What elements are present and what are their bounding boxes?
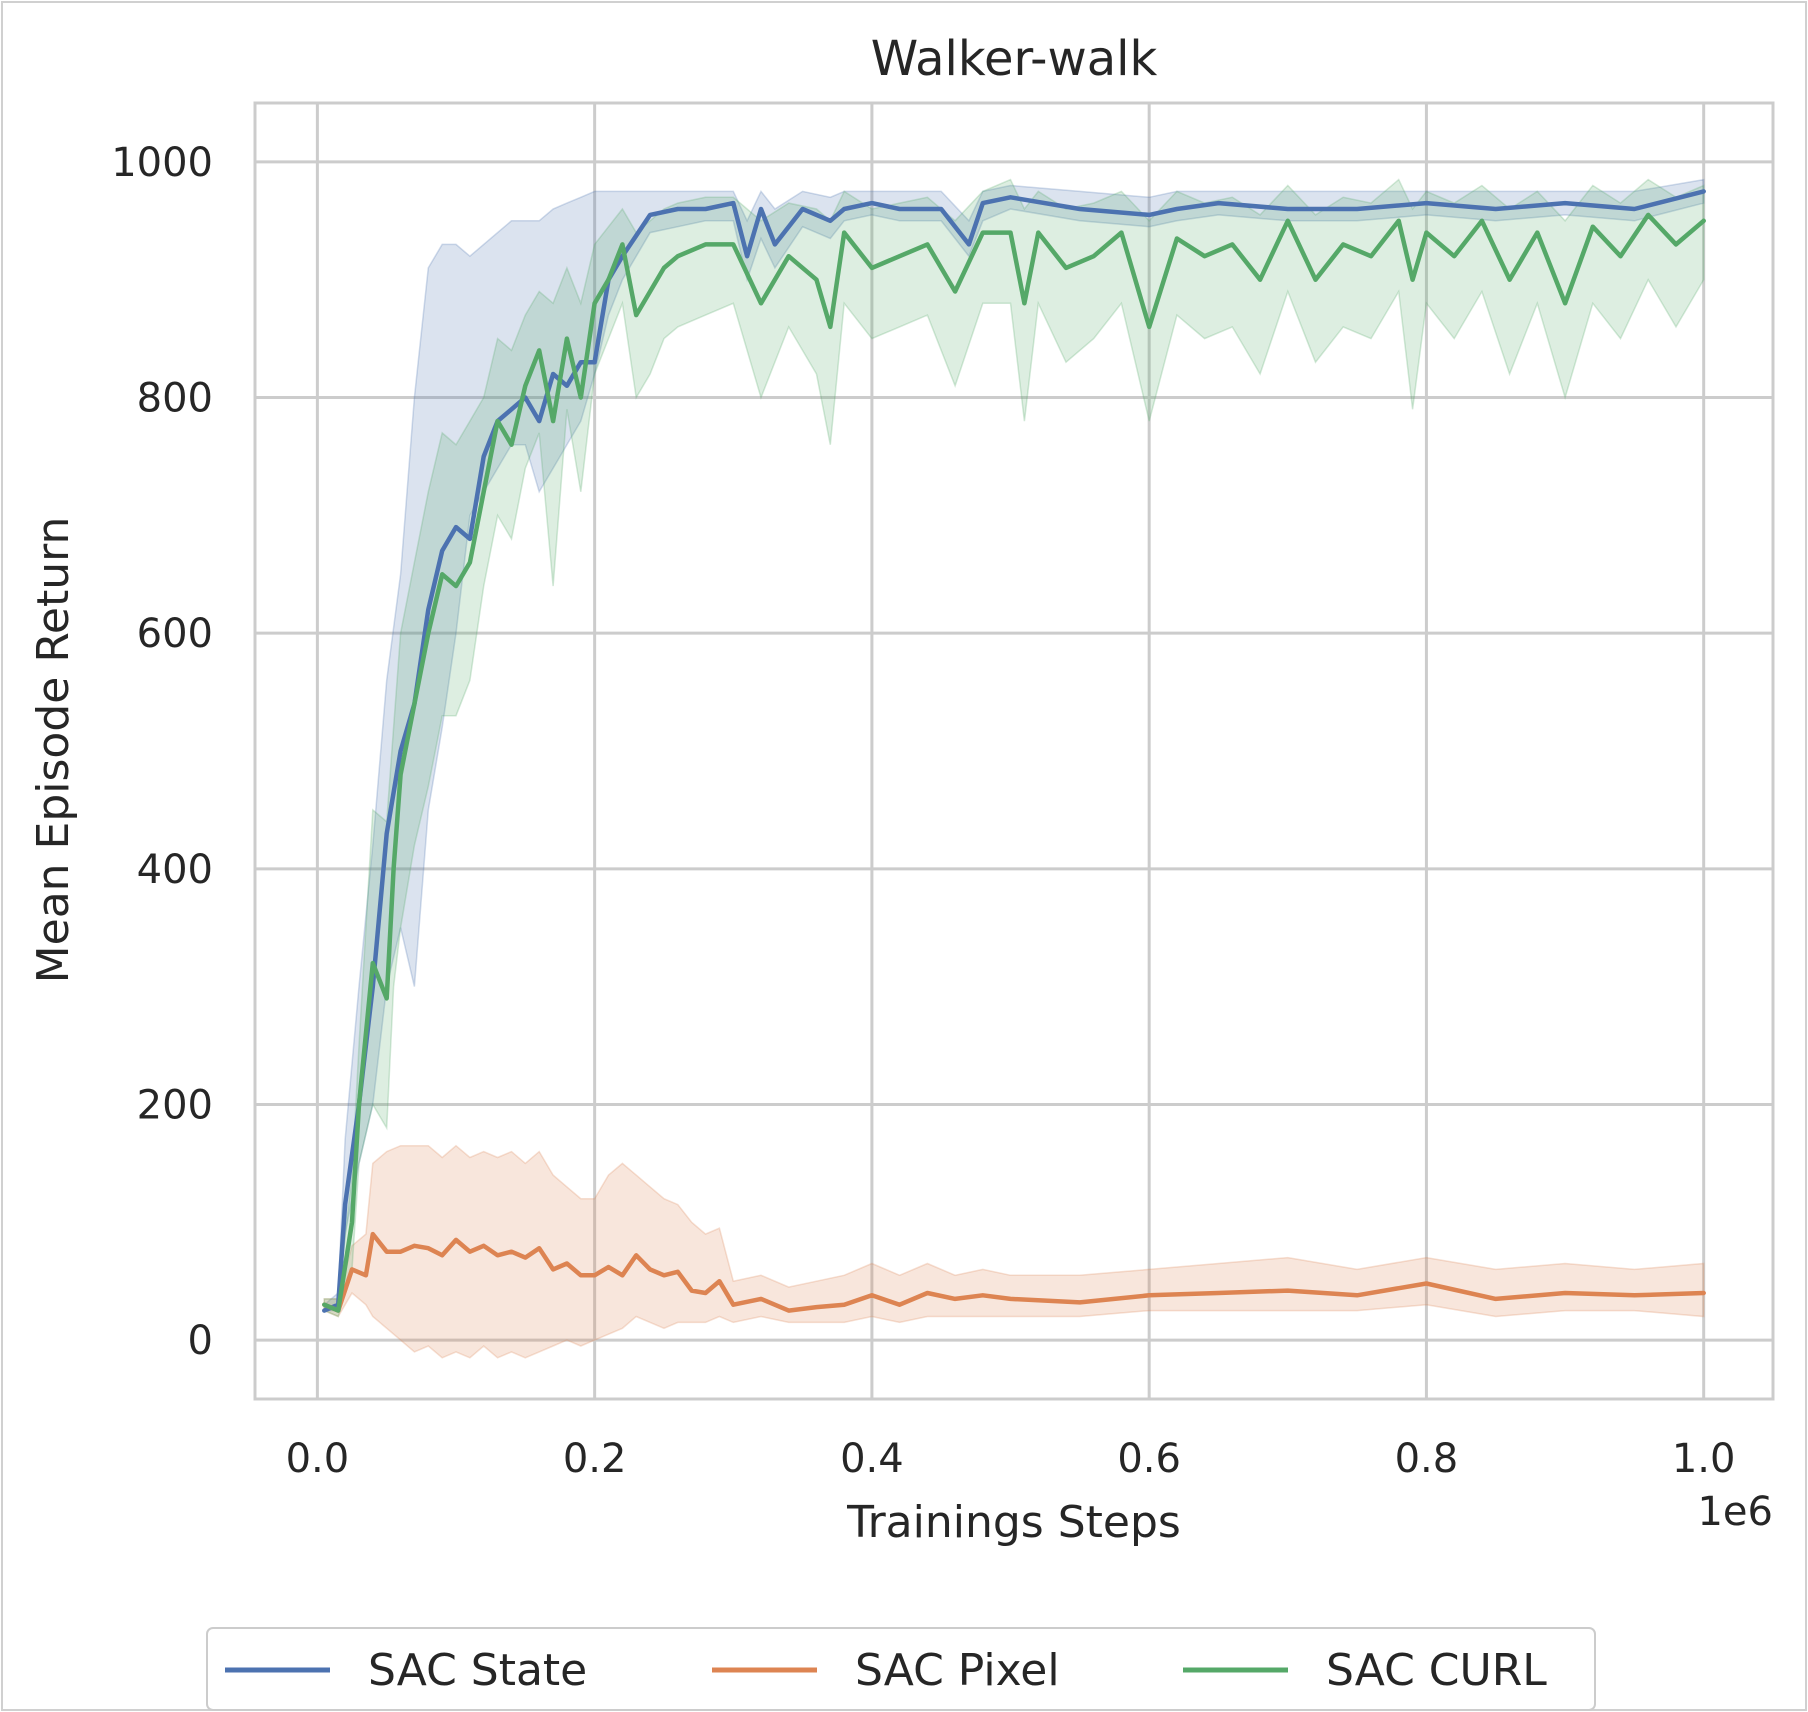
x-tick-label: 0.8: [1395, 1436, 1459, 1482]
x-tick-label: 0.4: [840, 1436, 904, 1482]
sac-state-line: [322, 189, 1706, 1313]
y-axis-label: Mean Episode Return: [28, 517, 79, 984]
x-tick-label: 0.0: [286, 1436, 350, 1482]
legend: SAC State SAC Pixel SAC CURL: [206, 1627, 1596, 1711]
y-tick-label: 400: [137, 847, 213, 893]
y-tick-label: 600: [137, 611, 213, 657]
plot-frame: [253, 101, 1775, 1401]
x-tick-label: 0.6: [1117, 1436, 1181, 1482]
y-tick-label: 0: [188, 1318, 213, 1364]
y-tick-label: 1000: [111, 140, 213, 186]
y-tick-label: 200: [137, 1082, 213, 1128]
x-axis-multiplier: 1e6: [1697, 1489, 1773, 1535]
legend-label-sac-curl: SAC CURL: [1326, 1645, 1547, 1696]
chart-title: Walker-walk: [871, 31, 1158, 87]
y-tick-labels: 0 200 400 600 800 1000: [111, 140, 213, 1364]
x-axis-label: Trainings Steps: [846, 1497, 1181, 1548]
legend-box: [206, 1627, 1596, 1711]
legend-label-sac-state: SAC State: [368, 1645, 587, 1696]
x-tick-label: 0.2: [563, 1436, 627, 1482]
sac-curl-line: [322, 212, 1706, 1313]
series-lines: [322, 189, 1706, 1313]
sac-pixel-line: [322, 1231, 1706, 1313]
confidence-bands: [323, 178, 1705, 1359]
legend-label-sac-pixel: SAC Pixel: [855, 1645, 1060, 1696]
sac-pixel-band: [323, 1144, 1705, 1359]
sac-curl-band: [323, 178, 1705, 1318]
y-tick-label: 800: [137, 376, 213, 422]
x-tick-label: 1.0: [1672, 1436, 1736, 1482]
x-tick-labels: 0.0 0.2 0.4 0.6 0.8 1.0: [286, 1436, 1736, 1482]
sac-state-band: [323, 178, 1705, 1312]
grid: [255, 103, 1773, 1399]
